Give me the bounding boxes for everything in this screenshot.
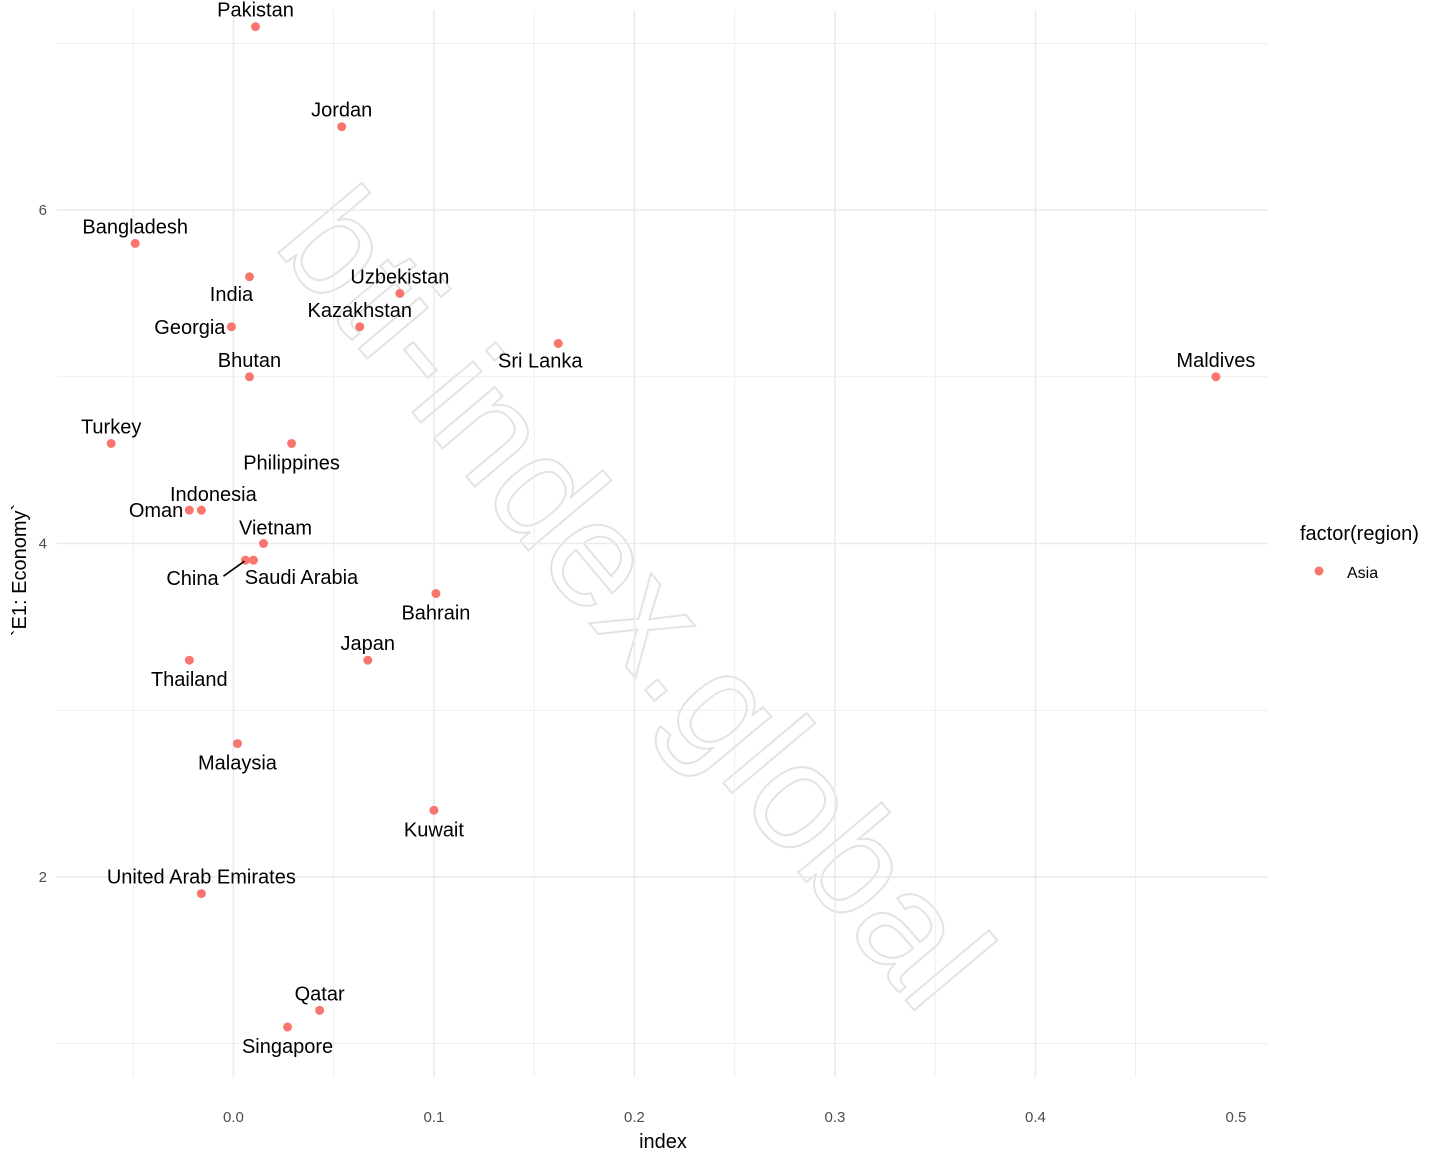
label-bhutan: Bhutan (218, 350, 281, 372)
y-axis-title: `E1: Economy` (9, 504, 31, 636)
x-tick-label: 0.0 (223, 1109, 244, 1126)
data-points (106, 22, 1221, 1032)
label-jordan: Jordan (311, 100, 372, 122)
point-vietnam (259, 539, 269, 548)
label-singapore: Singapore (242, 1036, 333, 1058)
point-sri-lanka (553, 338, 563, 348)
point-maldives (1211, 372, 1221, 382)
label-qatar: Qatar (295, 983, 345, 1005)
x-axis-ticks: 0.0 0.1 0.2 0.3 0.4 0.5 (223, 1109, 1246, 1126)
y-axis-ticks: 2 4 6 (39, 202, 47, 886)
y-tick-label: 6 (39, 202, 47, 219)
label-maldives: Maldives (1176, 350, 1255, 372)
label-japan: Japan (341, 633, 396, 655)
watermark: bti-index.global (247, 158, 1024, 1039)
point-turkey (106, 438, 116, 448)
label-saudi-arabia: Saudi Arabia (245, 567, 359, 589)
grid (57, 10, 1268, 1077)
point-kazakhstan (355, 322, 365, 332)
label-turkey: Turkey (81, 416, 141, 438)
label-indonesia: Indonesia (170, 484, 258, 506)
x-tick-label: 0.3 (824, 1109, 845, 1126)
point-jordan (337, 122, 347, 132)
label-kazakhstan: Kazakhstan (307, 300, 412, 322)
point-uzbekistan (395, 288, 405, 298)
point-malaysia (232, 739, 242, 749)
label-bangladesh: Bangladesh (82, 216, 188, 238)
label-philippines: Philippines (243, 452, 340, 474)
label-oman: Oman (129, 500, 183, 522)
point-pakistan (250, 22, 260, 32)
legend-title: factor(region) (1300, 523, 1419, 545)
x-tick-label: 0.1 (424, 1109, 445, 1126)
label-pakistan: Pakistan (217, 0, 294, 22)
label-kuwait: Kuwait (404, 819, 464, 841)
point-singapore (283, 1022, 293, 1032)
point-united-arab-emirates (196, 889, 206, 899)
label-malaysia: Malaysia (198, 753, 278, 775)
point-qatar (315, 1005, 325, 1015)
x-axis-title: index (639, 1131, 687, 1153)
point-oman (184, 505, 194, 515)
label-vietnam: Vietnam (239, 518, 312, 540)
x-tick-label: 0.2 (624, 1109, 645, 1126)
legend-key-asia (1314, 566, 1324, 576)
point-saudi-arabia (248, 555, 258, 565)
point-bangladesh (130, 238, 140, 248)
y-tick-label: 4 (39, 536, 47, 553)
label-uzbekistan: Uzbekistan (350, 266, 449, 288)
point-japan (363, 655, 373, 665)
legend: factor(region) Asia (1300, 523, 1419, 582)
x-tick-label: 0.4 (1025, 1109, 1046, 1126)
label-india: India (210, 284, 254, 306)
point-georgia (226, 322, 236, 332)
leader-line (223, 560, 245, 577)
point-thailand (184, 655, 194, 665)
label-bahrain: Bahrain (401, 603, 470, 625)
x-tick-label: 0.5 (1225, 1109, 1246, 1126)
label-united-arab-emirates: United Arab Emirates (107, 867, 296, 889)
label-thailand: Thailand (151, 669, 228, 691)
legend-label-asia: Asia (1347, 565, 1378, 582)
label-georgia: Georgia (154, 317, 226, 339)
point-indonesia (196, 505, 206, 515)
y-tick-label: 2 (39, 869, 47, 886)
label-sri-lanka: Sri Lanka (498, 350, 583, 372)
point-philippines (287, 438, 297, 448)
point-kuwait (429, 805, 439, 815)
label-china: China (166, 568, 219, 590)
point-bahrain (431, 589, 441, 599)
point-labels: Pakistan Jordan Bangladesh India Uzbekistan G… (81, 0, 1255, 1058)
point-india (244, 272, 254, 282)
point-bhutan (244, 372, 254, 382)
